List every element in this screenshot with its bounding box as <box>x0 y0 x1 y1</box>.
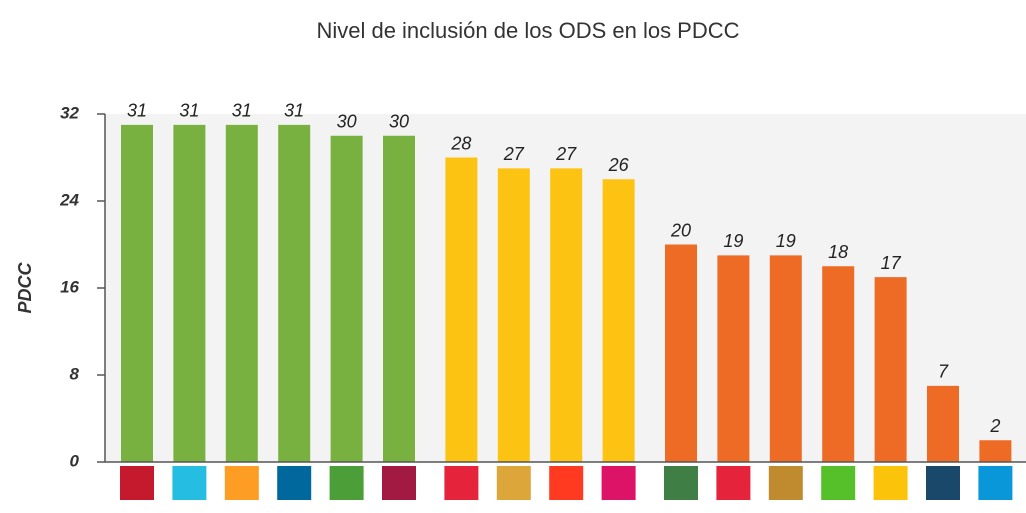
sdg-icon <box>224 466 259 500</box>
y-tick-label: 32 <box>60 103 79 122</box>
bar <box>383 135 415 462</box>
sdg-icon <box>496 466 531 500</box>
bar <box>445 157 478 462</box>
bar <box>822 266 855 462</box>
value-label: 31 <box>284 101 304 121</box>
value-label: 19 <box>723 231 743 251</box>
sdg-icon <box>172 466 207 500</box>
value-label: 27 <box>555 144 577 164</box>
value-label: 31 <box>127 101 147 121</box>
sdg-icon <box>873 466 908 500</box>
sdg-icon <box>768 466 803 500</box>
value-label: 30 <box>337 112 357 132</box>
sdg-icon <box>120 466 154 500</box>
sdg-icon <box>549 466 584 500</box>
bar <box>665 244 697 462</box>
y-axis-label: PDCC <box>15 262 35 314</box>
sdg-icon <box>382 466 416 500</box>
value-label: 31 <box>179 101 199 121</box>
value-label: 28 <box>450 133 471 153</box>
value-label: 27 <box>503 144 525 164</box>
bar <box>550 168 583 462</box>
sdg-icon <box>329 466 364 500</box>
value-label: 26 <box>608 155 630 175</box>
sdg-icon <box>821 466 856 500</box>
value-label: 17 <box>881 253 902 273</box>
value-label: 2 <box>989 416 1000 436</box>
sdg-icon <box>926 466 960 500</box>
value-label: 30 <box>389 112 409 132</box>
y-tick-label: 24 <box>59 190 79 209</box>
bar <box>173 124 206 462</box>
value-label: 7 <box>938 362 949 382</box>
value-label: 18 <box>828 242 848 262</box>
sdg-icon <box>664 466 698 500</box>
y-tick-label: 0 <box>70 451 80 470</box>
chart-title: Nivel de inclusión de los ODS en los PDC… <box>316 18 739 43</box>
y-tick-label: 16 <box>60 277 79 296</box>
bar <box>497 168 530 462</box>
sdg-icon <box>277 466 312 500</box>
bar <box>330 135 363 462</box>
bar <box>874 277 907 462</box>
value-label: 19 <box>776 231 796 251</box>
bar <box>121 124 153 462</box>
sdg-icon <box>978 466 1013 500</box>
value-label: 31 <box>232 101 252 121</box>
value-label: 20 <box>670 220 691 240</box>
bar <box>769 255 802 462</box>
bar <box>278 124 311 462</box>
bar <box>602 179 635 462</box>
y-tick-label: 8 <box>70 364 80 383</box>
bar <box>225 124 258 462</box>
bar <box>927 385 959 462</box>
bar <box>979 440 1012 462</box>
sdg-icon <box>444 466 479 500</box>
bar <box>717 255 750 462</box>
sdg-icon <box>601 466 636 500</box>
sdg-icon <box>716 466 751 500</box>
